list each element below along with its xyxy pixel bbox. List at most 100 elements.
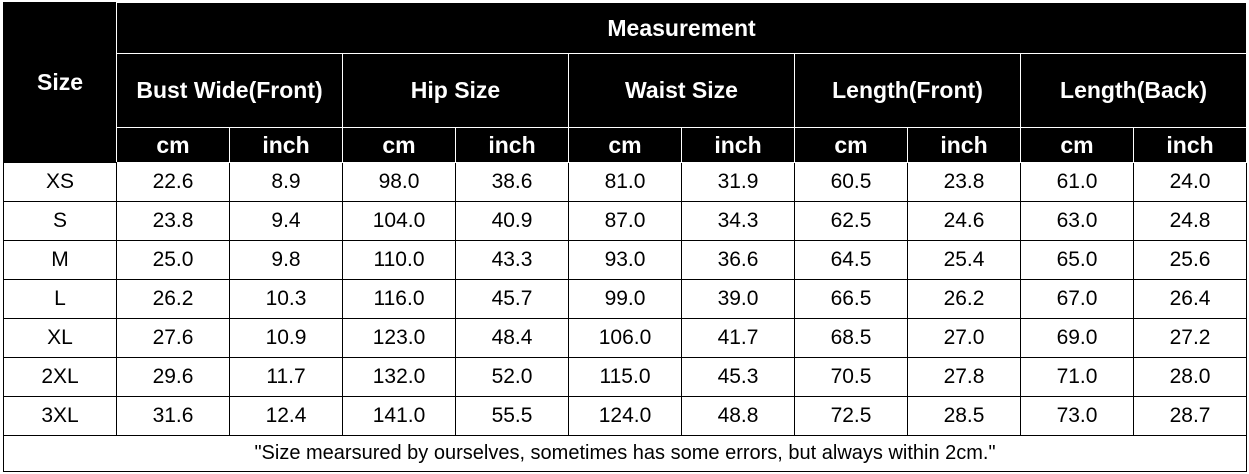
- value-cell: 26.2: [907, 279, 1021, 319]
- value-cell: 34.3: [681, 201, 795, 241]
- unit-header: cm: [568, 127, 682, 163]
- group-row: Bust Wide(Front) Hip Size Waist Size Length…: [4, 53, 1248, 128]
- data-row: XL 27.6 10.9 123.0 48.4 106.0 41.7 68.5 27.0 69.0…: [3, 318, 1248, 358]
- value-cell: 26.4: [1132, 279, 1248, 319]
- value-cell: 36.6: [681, 240, 795, 280]
- value-cell: 10.9: [229, 318, 343, 358]
- value-cell: 22.6: [116, 162, 230, 202]
- unit-header: cm: [1020, 127, 1134, 163]
- value-cell: 8.9: [229, 162, 343, 202]
- group-header: Bust Wide(Front): [116, 53, 343, 128]
- size-cell: XS: [3, 162, 117, 202]
- unit-header: cm: [794, 127, 908, 163]
- data-row: M 25.0 9.8 110.0 43.3 93.0 36.6 64.5 25.4 65.0 25.…: [3, 240, 1248, 280]
- value-cell: 29.6: [116, 357, 230, 397]
- data-row: S 23.8 9.4 104.0 40.9 87.0 34.3 62.5 24.6 63.0 24.…: [3, 201, 1248, 241]
- value-cell: 62.5: [794, 201, 908, 241]
- value-cell: 73.0: [1020, 396, 1134, 436]
- size-header: Size: [3, 2, 117, 163]
- value-cell: 12.4: [229, 396, 343, 436]
- value-cell: 70.5: [794, 357, 908, 397]
- unit-header: cm: [342, 127, 456, 163]
- value-cell: 124.0: [568, 396, 682, 436]
- value-cell: 141.0: [342, 396, 456, 436]
- size-cell: M: [3, 240, 117, 280]
- value-cell: 43.3: [455, 240, 569, 280]
- value-cell: 60.5: [794, 162, 908, 202]
- unit-header: inch: [455, 127, 569, 163]
- value-cell: 68.5: [794, 318, 908, 358]
- value-cell: 27.8: [907, 357, 1021, 397]
- value-cell: 87.0: [568, 201, 682, 241]
- note-row: "Size mearsured by ourselves, sometimes …: [2, 435, 1248, 472]
- value-cell: 66.5: [794, 279, 908, 319]
- value-cell: 72.5: [794, 396, 908, 436]
- value-cell: 9.8: [229, 240, 343, 280]
- value-cell: 52.0: [455, 357, 569, 397]
- value-cell: 123.0: [342, 318, 456, 358]
- data-row: L 26.2 10.3 116.0 45.7 99.0 39.0 66.5 26.2 67.0 26…: [3, 279, 1248, 319]
- data-row: XS 22.6 8.9 98.0 38.6 81.0 31.9 60.5 23.8 61.0 24.…: [3, 162, 1248, 202]
- value-cell: 24.6: [907, 201, 1021, 241]
- value-cell: 28.0: [1132, 357, 1248, 397]
- value-cell: 110.0: [342, 240, 456, 280]
- note: "Size mearsured by ourselves, sometimes …: [2, 435, 1248, 472]
- value-cell: 24.0: [1132, 162, 1248, 202]
- value-cell: 25.0: [116, 240, 230, 280]
- value-cell: 38.6: [455, 162, 569, 202]
- unit-header: inch: [1132, 127, 1248, 163]
- value-cell: 81.0: [568, 162, 682, 202]
- unit-header: inch: [681, 127, 795, 163]
- size-cell: 3XL: [3, 396, 117, 436]
- value-cell: 23.8: [116, 201, 230, 241]
- size-cell: 2XL: [3, 357, 117, 397]
- group-header: Length(Back): [1019, 53, 1248, 128]
- value-cell: 45.7: [455, 279, 569, 319]
- value-cell: 45.3: [681, 357, 795, 397]
- value-cell: 48.8: [681, 396, 795, 436]
- value-cell: 98.0: [342, 162, 456, 202]
- value-cell: 61.0: [1020, 162, 1134, 202]
- group-header: Length(Front): [794, 53, 1021, 128]
- value-cell: 132.0: [342, 357, 456, 397]
- value-cell: 28.7: [1132, 396, 1248, 436]
- value-cell: 99.0: [568, 279, 682, 319]
- value-cell: 27.0: [907, 318, 1021, 358]
- measurement-header: Measurement: [115, 2, 1248, 54]
- value-cell: 10.3: [229, 279, 343, 319]
- data-row: 3XL 31.6 12.4 141.0 55.5 124.0 48.8 72.5 28.5 73.…: [3, 396, 1248, 436]
- value-cell: 27.6: [116, 318, 230, 358]
- size-cell: S: [3, 201, 117, 241]
- value-cell: 65.0: [1020, 240, 1134, 280]
- value-cell: 9.4: [229, 201, 343, 241]
- value-cell: 104.0: [342, 201, 456, 241]
- value-cell: 67.0: [1020, 279, 1134, 319]
- value-cell: 116.0: [342, 279, 456, 319]
- value-cell: 31.6: [116, 396, 230, 436]
- group-header: Waist Size: [568, 53, 795, 128]
- unit-header: inch: [907, 127, 1021, 163]
- value-cell: 93.0: [568, 240, 682, 280]
- value-cell: 64.5: [794, 240, 908, 280]
- value-cell: 23.8: [907, 162, 1021, 202]
- unit-header: cm: [116, 127, 230, 163]
- value-cell: 39.0: [681, 279, 795, 319]
- header-row: Size Measurement: [3, 2, 1248, 163]
- value-cell: 25.6: [1132, 240, 1248, 280]
- value-cell: 26.2: [116, 279, 230, 319]
- size-cell: L: [3, 279, 117, 319]
- value-cell: 27.2: [1132, 318, 1248, 358]
- unit-header: inch: [229, 127, 343, 163]
- value-cell: 69.0: [1020, 318, 1134, 358]
- value-cell: 11.7: [229, 357, 343, 397]
- value-cell: 25.4: [907, 240, 1021, 280]
- value-cell: 41.7: [681, 318, 795, 358]
- data-row: 2XL 29.6 11.7 132.0 52.0 115.0 45.3 70.5 27.8 71.…: [3, 357, 1248, 397]
- value-cell: 31.9: [681, 162, 795, 202]
- size-cell: XL: [3, 318, 117, 358]
- value-cell: 24.8: [1132, 201, 1248, 241]
- value-cell: 63.0: [1020, 201, 1134, 241]
- value-cell: 48.4: [455, 318, 569, 358]
